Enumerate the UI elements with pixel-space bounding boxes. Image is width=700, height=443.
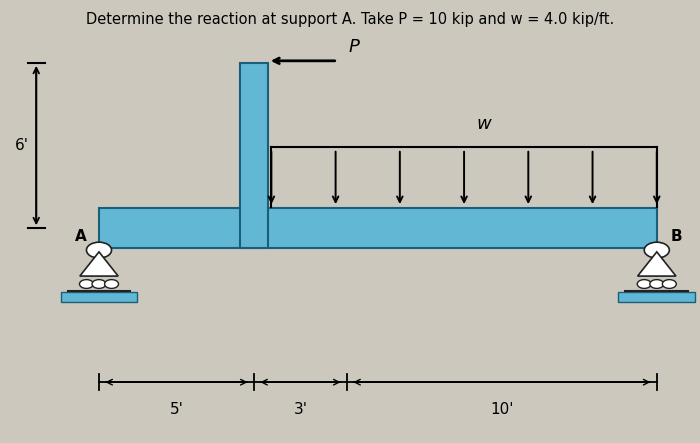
Circle shape: [662, 280, 676, 288]
Text: 3': 3': [293, 402, 307, 417]
Text: 10': 10': [490, 402, 514, 417]
Polygon shape: [80, 252, 118, 276]
Circle shape: [87, 242, 111, 258]
Text: P: P: [348, 39, 359, 56]
Text: Determine the reaction at support A. Take P = 10 kip and w = 4.0 kip/ft.: Determine the reaction at support A. Tak…: [86, 12, 614, 27]
Circle shape: [637, 280, 651, 288]
Bar: [99, 208, 657, 248]
Polygon shape: [638, 252, 676, 276]
Bar: [618, 292, 695, 302]
Circle shape: [644, 242, 669, 258]
Circle shape: [80, 280, 93, 288]
Circle shape: [104, 280, 118, 288]
Circle shape: [92, 280, 106, 288]
Circle shape: [650, 280, 664, 288]
Bar: [240, 63, 268, 248]
Text: B: B: [671, 229, 682, 244]
Text: 5': 5': [169, 402, 183, 417]
Text: w: w: [476, 115, 491, 133]
Text: A: A: [75, 229, 86, 244]
Bar: [61, 292, 137, 302]
Text: 6': 6': [15, 138, 29, 153]
